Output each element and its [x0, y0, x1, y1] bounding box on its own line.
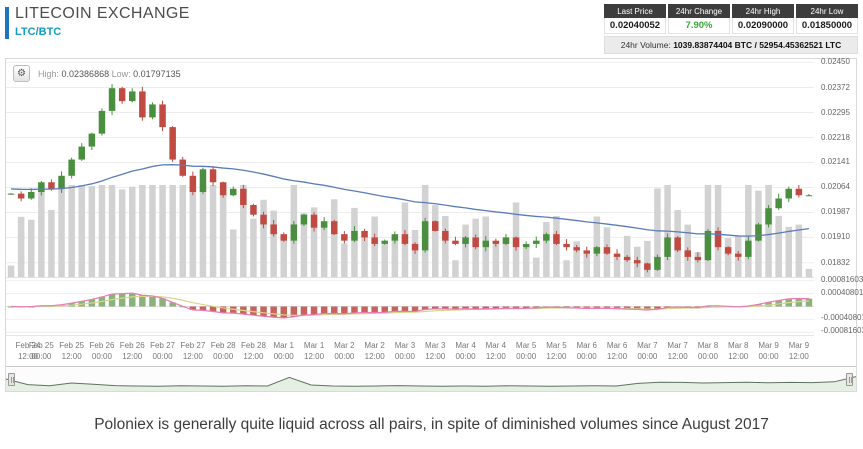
price-axis-label: 0.02450 — [821, 57, 850, 67]
pair-label: LTC/BTC — [15, 26, 62, 38]
candlestick-plot[interactable] — [6, 59, 814, 277]
time-axis-label: Feb 27 12:00 — [180, 341, 206, 361]
caption-text: Poloniex is generally quite liquid acros… — [94, 416, 769, 433]
price-axis: 0.02450 0.02372 0.02295 0.02218 0.02141 0.020… — [818, 57, 857, 277]
stat-value: 0.02090000 — [732, 18, 794, 34]
time-axis-label: Mar 5 00:00 — [515, 341, 537, 361]
range-low-label: Low: — [111, 68, 131, 79]
volume-label: 24hr Volume: — [620, 40, 671, 50]
candlestick-pane[interactable]: ⚙ High: 0.02386868 Low: 0.01797135 — [6, 59, 814, 277]
stat-24hr-low: 24hr Low 0.01850000 — [796, 4, 858, 34]
time-axis-label: Feb 28 12:00 — [240, 341, 266, 361]
stat-label: 24hr High — [732, 4, 794, 18]
time-axis: Feb 24 12:00 Feb 25 00:00 Feb 25 12:00 Feb 26 0… — [6, 335, 814, 366]
volume-value: 1039.83874404 BTC / 52954.45362521 LTC — [673, 40, 842, 50]
time-axis-label: Mar 5 12:00 — [546, 341, 567, 361]
price-axis-label: 0.02141 — [821, 157, 850, 167]
time-axis-label: Mar 6 00:00 — [576, 341, 597, 361]
macd-axis-label: -0.00081603 — [821, 326, 863, 336]
chart-settings-button[interactable]: ⚙ — [13, 65, 30, 82]
price-axis-label: 0.02218 — [821, 132, 850, 142]
time-axis-label: Mar 7 12:00 — [667, 341, 688, 361]
time-axis-label: Feb 25 00:00 — [28, 341, 54, 361]
macd-axis-label: 0.00040801 — [821, 287, 863, 297]
stats-panel: Last Price 0.02040052 24hr Change 7.90% … — [604, 4, 858, 54]
stats-row: Last Price 0.02040052 24hr Change 7.90% … — [604, 4, 858, 34]
time-axis-label: Mar 7 00:00 — [637, 341, 658, 361]
price-axis-label: 0.02295 — [821, 107, 850, 117]
navigator[interactable] — [6, 366, 856, 391]
range-high-low: High: 0.02386868 Low: 0.01797135 — [38, 69, 181, 79]
exchange-header: LITECOIN EXCHANGE LTC/BTC Last Price 0.0… — [0, 0, 863, 56]
range-low-value: 0.01797135 — [133, 68, 181, 79]
stat-24hr-high: 24hr High 0.02090000 — [732, 4, 794, 34]
stat-label: 24hr Change — [668, 4, 730, 18]
time-axis-label: Mar 6 12:00 — [606, 341, 628, 361]
title-block: LITECOIN EXCHANGE LTC/BTC — [15, 5, 190, 38]
price-axis-label: 0.01832 — [821, 257, 850, 267]
stat-label: 24hr Low — [796, 4, 858, 18]
time-axis-label: Mar 9 12:00 — [788, 341, 810, 361]
time-axis-label: Mar 3 00:00 — [394, 341, 416, 361]
time-axis-label: Mar 1 00:00 — [273, 341, 294, 361]
price-chart: ⚙ High: 0.02386868 Low: 0.01797135 0.024… — [5, 57, 863, 392]
macd-axis-label: 0.00081603 — [821, 274, 863, 284]
price-axis-label: 0.02064 — [821, 182, 850, 192]
navigator-plot[interactable] — [6, 367, 856, 391]
price-axis-label: 0.01910 — [821, 232, 850, 242]
page-title: LITECOIN EXCHANGE — [15, 5, 190, 22]
time-axis-label: Mar 2 00:00 — [334, 341, 355, 361]
range-high-label: High: — [38, 68, 60, 79]
range-high-value: 0.02386868 — [61, 68, 110, 79]
time-axis-label: Mar 4 00:00 — [455, 341, 476, 361]
chart-toolbar: ⚙ High: 0.02386868 Low: 0.01797135 — [13, 65, 181, 82]
navigator-left-handle[interactable] — [8, 373, 15, 386]
time-axis-label: Mar 1 12:00 — [303, 341, 325, 361]
price-axis-label: 0.02372 — [821, 82, 850, 92]
price-axis-label: 0.01987 — [821, 207, 850, 217]
time-axis-label: Feb 28 00:00 — [210, 341, 236, 361]
stat-value: 0.02040052 — [604, 18, 666, 34]
time-axis-label: Feb 25 12:00 — [59, 341, 85, 361]
stat-last-price: Last Price 0.02040052 — [604, 4, 666, 34]
time-axis-label: Feb 26 00:00 — [89, 341, 115, 361]
volume-strip: 24hr Volume: 1039.83874404 BTC / 52954.4… — [604, 36, 858, 54]
stat-label: Last Price — [604, 4, 666, 18]
macd-pane[interactable] — [6, 277, 814, 335]
stat-value: 7.90% — [668, 18, 730, 34]
time-axis-label: Mar 8 00:00 — [697, 341, 719, 361]
macd-axis: 0.00081603 0.00040801 -0.00040801 -0.000816… — [818, 275, 863, 336]
macd-plot[interactable] — [6, 278, 814, 335]
time-axis-label: Mar 3 12:00 — [425, 341, 446, 361]
time-axis-label: Mar 9 00:00 — [758, 341, 779, 361]
navigator-right-handle[interactable] — [846, 373, 853, 386]
stat-24hr-change: 24hr Change 7.90% — [668, 4, 730, 34]
stat-value: 0.01850000 — [796, 18, 858, 34]
time-axis-label: Mar 4 12:00 — [485, 341, 507, 361]
time-axis-label: Mar 2 12:00 — [364, 341, 385, 361]
time-axis-label: Feb 24 12:00 — [15, 341, 41, 361]
time-axis-label: Mar 8 12:00 — [728, 341, 749, 361]
macd-axis-label: -0.00040801 — [821, 313, 863, 323]
time-axis-label: Feb 26 12:00 — [119, 341, 145, 361]
time-axis-label: Feb 27 00:00 — [150, 341, 175, 361]
accent-bar — [5, 7, 9, 39]
